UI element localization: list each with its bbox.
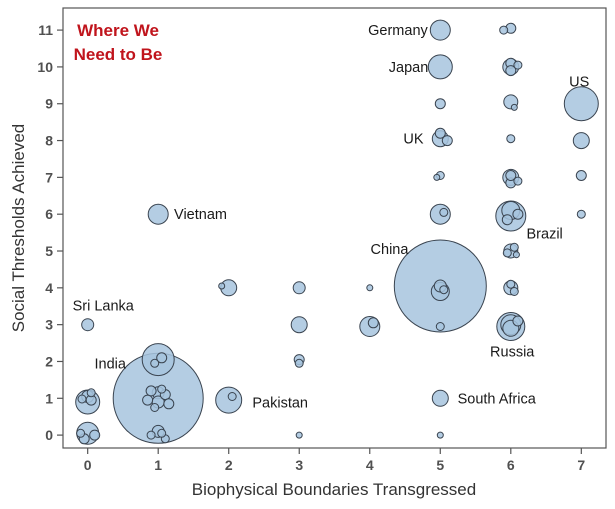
bubble-point	[292, 281, 306, 295]
bubble-point	[294, 358, 304, 368]
bubble-point	[89, 429, 101, 441]
y-tick-label: 2	[45, 353, 53, 369]
bubble-point	[157, 384, 167, 394]
bubble-point	[150, 403, 160, 412]
bubble-point	[506, 134, 516, 144]
bubble-point	[218, 282, 226, 290]
y-tick-label: 4	[45, 280, 53, 296]
bubble-point	[76, 428, 86, 438]
y-tick-label: 1	[45, 390, 53, 406]
bubble-point	[163, 398, 175, 410]
y-tick-label: 7	[45, 169, 53, 185]
y-tick-label: 6	[45, 206, 53, 222]
bubble-point	[295, 431, 303, 439]
x-tick-label: 0	[84, 457, 92, 473]
bubble-point	[157, 428, 167, 438]
y-tick-label: 8	[45, 133, 53, 149]
bubble-point	[290, 316, 308, 334]
bubble-point	[572, 132, 590, 150]
bubble-point	[575, 170, 587, 181]
bubble-point	[433, 173, 441, 181]
bubble-point	[77, 394, 87, 404]
country-label-south-africa: South Africa	[458, 391, 537, 407]
country-label-brazil: Brazil	[527, 226, 563, 242]
x-tick-label: 3	[295, 457, 303, 473]
country-labels: Germany Japan US UK Vietnam China Brazil Sri La…	[73, 23, 590, 412]
bubble-point	[441, 135, 453, 147]
bubble-point	[227, 392, 237, 401]
bubble-point	[427, 54, 453, 80]
goal-annotation-line2: Need to Be	[74, 45, 163, 64]
bubble-point	[145, 385, 157, 397]
bubbles-layer	[75, 19, 599, 445]
bubble-point	[215, 386, 243, 414]
x-tick-label: 1	[154, 457, 162, 473]
bubble-point	[429, 19, 451, 41]
x-tick-label: 5	[436, 457, 444, 473]
bubble-point	[147, 203, 169, 225]
bubble-point	[366, 284, 374, 292]
bubble-point	[510, 103, 518, 111]
bubble-point	[512, 251, 520, 259]
bubble-point	[439, 207, 449, 217]
bubble-point	[434, 98, 446, 110]
country-label-uk: UK	[403, 132, 423, 148]
bubble-point	[81, 318, 95, 332]
bubble-point	[434, 127, 446, 139]
country-label-india: India	[95, 356, 127, 372]
country-label-pakistan: Pakistan	[252, 396, 308, 412]
bubble-point	[431, 389, 449, 407]
x-axis-ticks: 0 1 2 3 4 5 6 7	[84, 448, 585, 473]
bubble-point	[150, 358, 160, 368]
bubble-point	[509, 242, 519, 252]
goal-annotation-line1: Where We	[77, 21, 159, 40]
bubble-point	[576, 209, 586, 219]
bubble-point	[499, 25, 509, 35]
x-tick-label: 7	[577, 457, 585, 473]
y-tick-label: 9	[45, 96, 53, 112]
bubble-point	[436, 431, 444, 439]
bubble-point	[513, 176, 523, 186]
country-label-us: US	[569, 75, 589, 91]
country-label-sri-lanka: Sri Lanka	[73, 299, 135, 315]
x-tick-label: 4	[366, 457, 374, 473]
y-tick-label: 10	[37, 59, 53, 75]
bubble-point	[505, 65, 517, 77]
country-label-china: China	[371, 242, 410, 258]
bubble-point	[435, 322, 445, 331]
bubble-point	[146, 430, 156, 440]
country-label-vietnam: Vietnam	[174, 207, 227, 223]
bubble-point	[439, 285, 449, 295]
country-label-japan: Japan	[389, 60, 429, 76]
bubble-point	[513, 60, 523, 70]
y-tick-label: 11	[38, 22, 53, 38]
bubble-point	[505, 170, 517, 181]
y-axis-ticks: 0 1 2 3 4 5 6 7 8 9 10 11	[37, 22, 63, 443]
y-tick-label: 3	[45, 317, 53, 333]
y-tick-label: 5	[45, 243, 53, 259]
x-axis-label: Biophysical Boundaries Transgressed	[192, 480, 476, 499]
y-tick-label: 0	[45, 427, 53, 443]
x-tick-label: 2	[225, 457, 233, 473]
country-label-germany: Germany	[368, 23, 428, 39]
bubble-point	[367, 317, 379, 329]
bubble-point	[509, 287, 519, 296]
bubble-point	[512, 208, 524, 220]
bubble-point	[563, 86, 599, 122]
x-tick-label: 6	[507, 457, 515, 473]
y-axis-label: Social Thresholds Achieved	[9, 124, 28, 333]
bubble-point	[512, 315, 524, 327]
bubble-point	[502, 248, 512, 258]
bubble-point	[156, 352, 168, 364]
bubble-point	[506, 279, 516, 289]
bubble-point	[501, 214, 513, 226]
bubble-point	[86, 388, 96, 398]
bubble-point	[142, 394, 154, 406]
country-label-russia: Russia	[490, 345, 535, 361]
